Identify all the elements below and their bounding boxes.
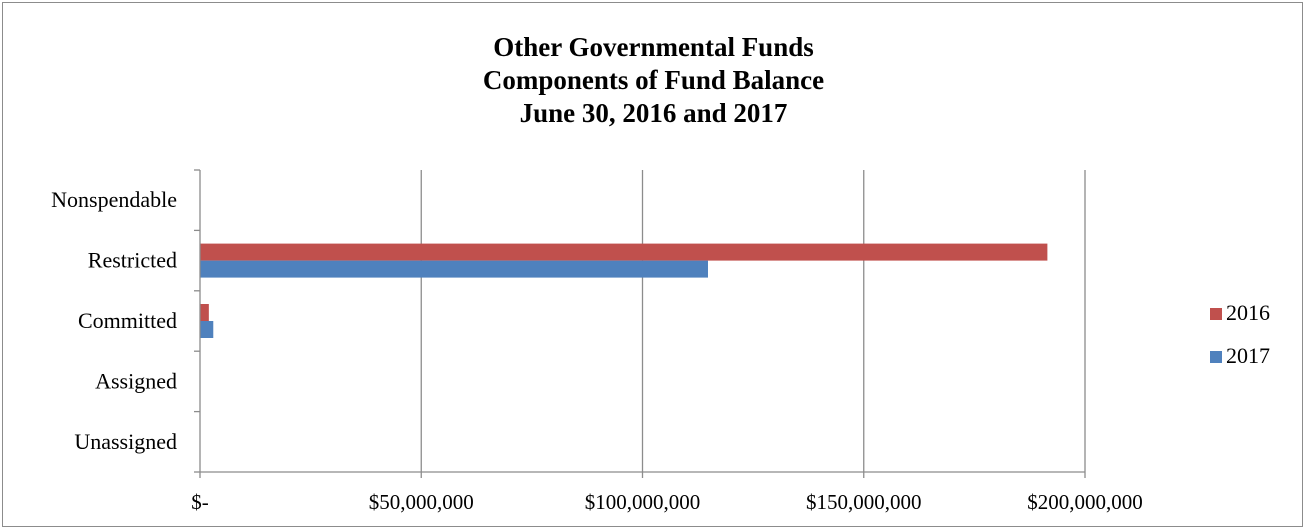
bar-restricted-2017 [200, 260, 708, 278]
x-tick-label: $200,000,000 [1027, 490, 1143, 514]
legend-label-2017: 2017 [1226, 343, 1270, 368]
category-label: Committed [78, 308, 177, 333]
bar-committed-2017 [200, 321, 214, 338]
category-label: Restricted [88, 248, 177, 273]
bar-committed-2016 [200, 304, 209, 321]
category-label: Assigned [95, 368, 177, 393]
chart-title-line-2: Components of Fund Balance [482, 65, 825, 95]
legend-swatch-2016 [1210, 308, 1222, 320]
category-label: Unassigned [74, 429, 177, 454]
chart-title-line-1: Other Governmental Funds [493, 32, 814, 62]
category-label: Nonspendable [51, 187, 177, 212]
bar-restricted-2016 [200, 243, 1048, 261]
x-tick-label: $150,000,000 [806, 490, 922, 514]
x-tick-label: $100,000,000 [585, 490, 701, 514]
legend-label-2016: 2016 [1226, 300, 1270, 325]
legend-swatch-2017 [1210, 351, 1222, 363]
chart-title: Other Governmental Funds Components of F… [3, 31, 1304, 130]
x-tick-label: $50,000,000 [369, 490, 474, 514]
x-tick-label: $- [191, 490, 209, 514]
chart-title-line-3: June 30, 2016 and 2017 [519, 98, 788, 128]
